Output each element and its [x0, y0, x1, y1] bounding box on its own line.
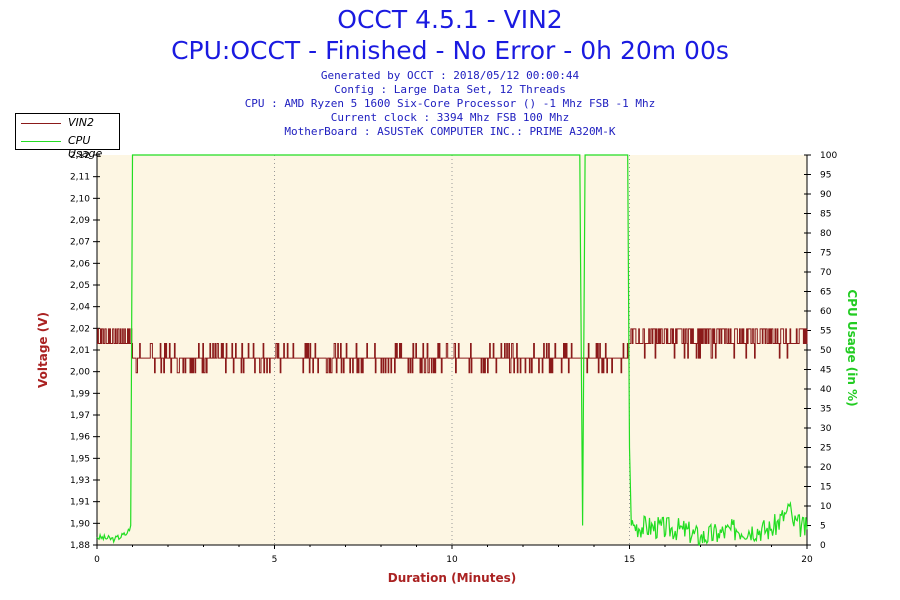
y-right-tick-label: 5: [820, 522, 826, 532]
info-generated: Generated by OCCT : 2018/05/12 00:00:44: [320, 69, 580, 82]
y-right-tick-label: 65: [820, 288, 831, 298]
y-right-tick-label: 10: [820, 502, 832, 512]
y-left-tick-label: 2,02: [70, 324, 90, 334]
info-config: Config : Large Data Set, 12 Threads: [334, 83, 566, 96]
y-left-tick-label: 2,05: [70, 281, 90, 291]
info-motherboard: MotherBoard : ASUSTeK COMPUTER INC.: PRI…: [284, 125, 616, 138]
y-right-tick-label: 20: [820, 463, 832, 473]
series-cpu-usage-line: [96, 154, 808, 547]
y-right-tick-label: 50: [820, 346, 832, 356]
y-left-tick-label: 2,06: [70, 259, 90, 269]
y-left-tick-label: 1,96: [70, 433, 90, 443]
y-right-tick-label: 70: [820, 268, 832, 278]
x-tick-label: 20: [801, 555, 813, 565]
x-tick-label: 5: [272, 555, 278, 565]
y-left-tick-label: 2,04: [70, 303, 90, 313]
info-clock: Current clock : 3394 Mhz FSB 100 Mhz: [330, 111, 570, 124]
y-right-tick-label: 75: [820, 249, 831, 259]
legend-swatch-cpu-usage: [21, 141, 61, 142]
legend-label-vin2: VIN2: [68, 116, 94, 129]
y-right-tick-label: 35: [820, 405, 831, 415]
y-left-tick-label: 2,01: [70, 346, 90, 356]
y-left-tick-label: 1,90: [70, 519, 90, 529]
y-right-tick-label: 30: [820, 424, 832, 434]
y-left-tick-label: 1,91: [70, 498, 90, 508]
y-right-tick-label: 0: [820, 541, 826, 551]
y-left-tick-label: 2,09: [70, 216, 90, 226]
y-left-tick-label: 2,10: [70, 194, 90, 204]
y-left-tick-label: 2,07: [70, 238, 90, 248]
chart-title: OCCT 4.5.1 - VIN2: [337, 5, 563, 34]
y-right-tick-label: 100: [820, 151, 837, 161]
y-right-tick-label: 25: [820, 444, 831, 454]
y-left-tick-label: 1,99: [70, 389, 90, 399]
x-tick-label: 15: [624, 555, 635, 565]
y-left-tick-label: 1,93: [70, 476, 90, 486]
y-left-tick-label: 2,00: [70, 368, 90, 378]
y-right-tick-label: 55: [820, 327, 831, 337]
y-right-tick-label: 85: [820, 210, 831, 220]
y-right-tick-label: 80: [820, 229, 832, 239]
y-right-tick-label: 90: [820, 190, 832, 200]
legend-item-vin2: VIN2: [16, 115, 121, 131]
y-left-tick-label: 2,12: [70, 151, 90, 161]
y-left-tick-label: 1,95: [70, 454, 90, 464]
chart-subtitle: CPU:OCCT - Finished - No Error - 0h 20m …: [171, 36, 729, 65]
legend-label-cpu-usage: CPU Usage: [68, 134, 103, 160]
y-left-tick-label: 1,97: [70, 411, 90, 421]
y-left-tick-label: 1,88: [70, 541, 90, 551]
y-left-tick-label: 2,11: [70, 173, 90, 183]
info-cpu: CPU : AMD Ryzen 5 1600 Six-Core Processo…: [244, 97, 656, 110]
series-vin2-line: [97, 328, 808, 374]
y-right-tick-label: 95: [820, 171, 831, 181]
legend: VIN2 CPU Usage: [15, 113, 121, 160]
x-axis-label: Duration (Minutes): [387, 571, 517, 585]
x-tick-label: 0: [94, 555, 100, 565]
y-right-tick-label: 15: [820, 483, 831, 493]
y-right-tick-label: 60: [820, 307, 832, 317]
legend-swatch-vin2: [21, 123, 61, 124]
legend-item-cpu-usage: CPU Usage: [16, 133, 121, 160]
y-right-tick-label: 45: [820, 366, 831, 376]
y-right-tick-label: 40: [820, 385, 832, 395]
x-tick-label: 10: [446, 555, 458, 565]
